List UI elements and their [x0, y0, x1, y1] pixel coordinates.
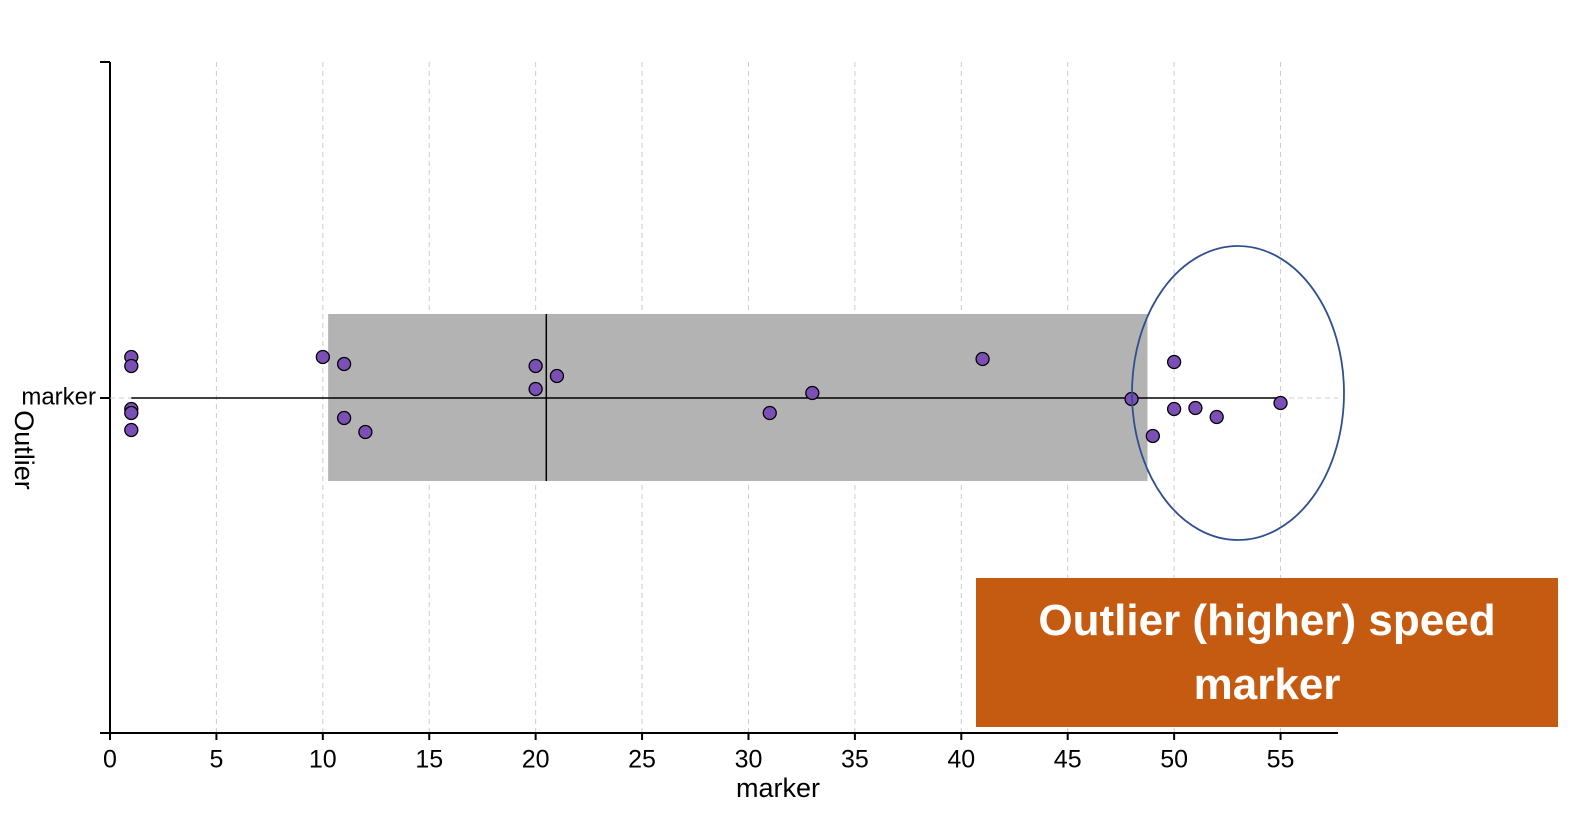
data-point: [1145, 428, 1160, 444]
x-axis-label: marker: [736, 773, 820, 803]
highlight-ellipse: [1131, 245, 1345, 541]
data-point: [975, 351, 990, 367]
x-tick-label: 55: [1267, 746, 1295, 774]
y-tick-label: marker: [21, 383, 96, 410]
data-point: [1166, 354, 1182, 370]
x-tick-label: 30: [735, 746, 763, 774]
data-point: [124, 422, 139, 438]
data-point: [336, 356, 352, 372]
x-tick-label: 5: [209, 746, 223, 774]
data-point: [358, 424, 373, 440]
x-tick-label: 0: [103, 746, 117, 774]
data-point: [1273, 395, 1288, 411]
x-tick-label: 35: [841, 746, 869, 774]
data-point: [805, 385, 820, 401]
data-point: [762, 405, 777, 421]
x-tick-label: 20: [522, 746, 550, 774]
data-point: [336, 410, 352, 426]
x-tick-label: 50: [1160, 746, 1188, 774]
x-tick-label: 40: [947, 746, 975, 774]
data-point: [124, 358, 139, 374]
data-point: [1188, 400, 1203, 416]
data-point: [549, 368, 565, 384]
data-point: [315, 349, 330, 365]
x-tick-label: 45: [1054, 746, 1082, 774]
x-tick-label: 25: [628, 746, 656, 774]
x-tick-label: 10: [309, 746, 337, 774]
x-tick-label: 15: [415, 746, 443, 774]
data-point: [124, 405, 139, 421]
data-point: [1166, 401, 1182, 417]
data-point: [528, 381, 543, 397]
data-point: [528, 358, 543, 374]
data-point: [1209, 409, 1224, 425]
annotation: Outlier (higher) speed marker: [976, 578, 1558, 727]
y-axis-label: Outlier: [9, 410, 39, 490]
